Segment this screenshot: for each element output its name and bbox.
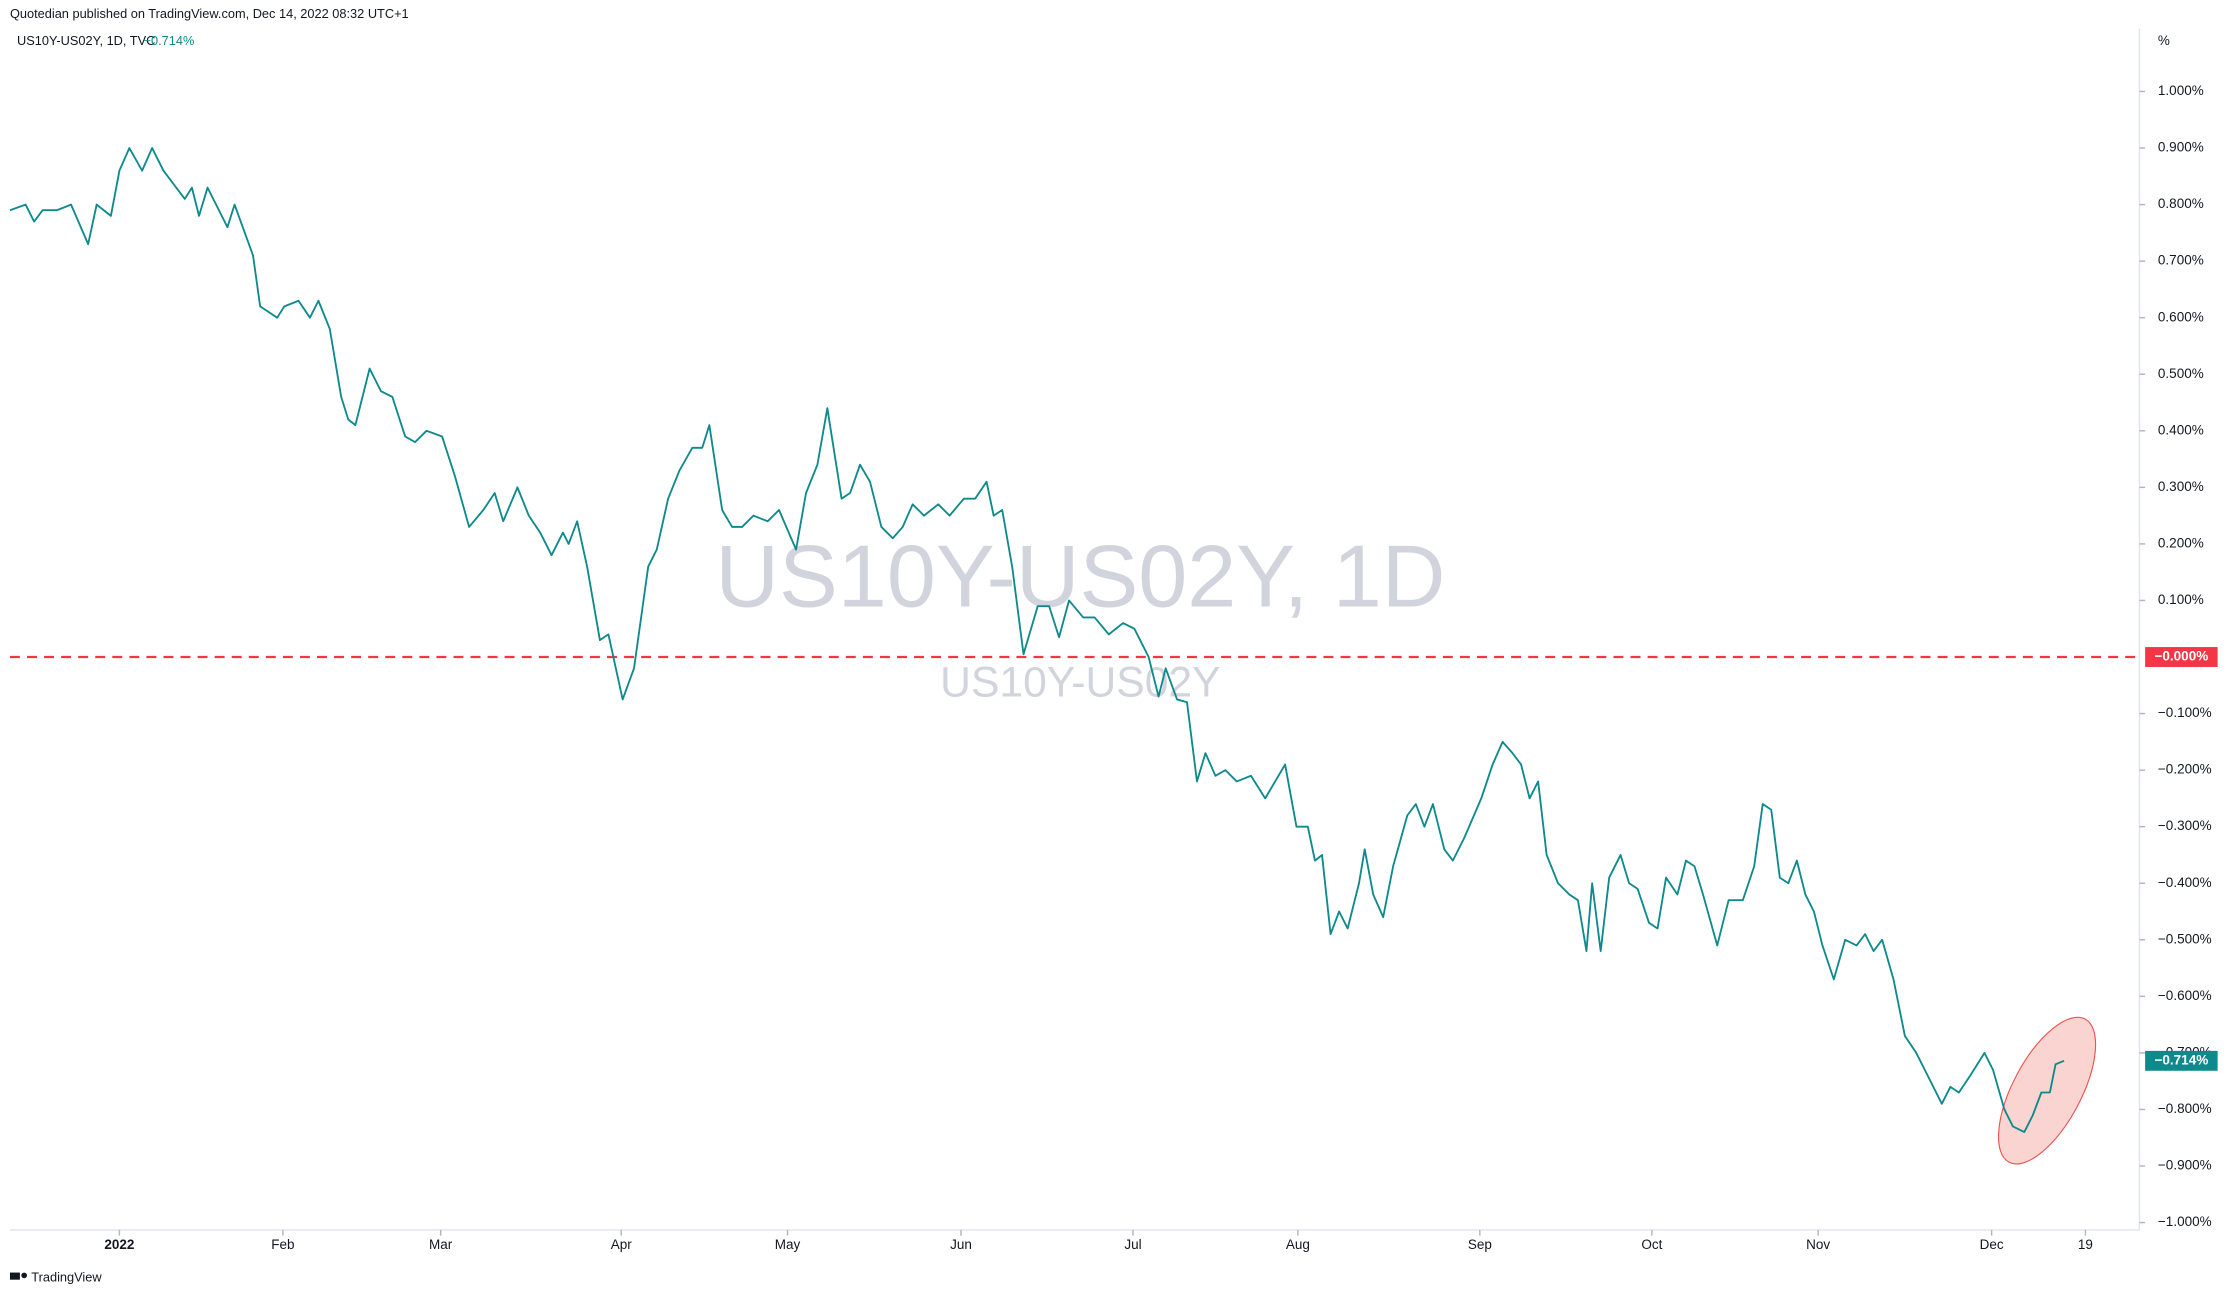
x-tick-label: Dec <box>1980 1237 2004 1252</box>
last-value-tag <box>2145 1050 2218 1071</box>
y-tick-label: 0.100% <box>2158 592 2204 607</box>
x-tick-label: Apr <box>611 1237 633 1252</box>
reference-tag-label: −0.000% <box>2155 649 2209 664</box>
publisher: Quotedian published on TradingView.com, … <box>10 6 409 21</box>
x-tick-label: Nov <box>1806 1237 1830 1252</box>
y-tick-label: −0.800% <box>2158 1101 2212 1116</box>
y-tick-label: 0.400% <box>2158 422 2204 437</box>
y-tick-label: 0.600% <box>2158 309 2204 324</box>
y-tick-label: 0.900% <box>2158 140 2204 155</box>
y-tick-label: −1.000% <box>2158 1214 2212 1229</box>
footer-logo <box>9 1272 28 1280</box>
y-tick-label: 0.800% <box>2158 196 2204 211</box>
x-tick-label: Mar <box>429 1237 453 1252</box>
series-line <box>9 147 2065 1133</box>
y-tick-label: −0.100% <box>2158 705 2212 720</box>
x-tick-label: 2022 <box>104 1237 134 1252</box>
footer: TradingView <box>31 1270 102 1285</box>
x-tick-label: Oct <box>1641 1237 1662 1252</box>
y-tick-label: −0.600% <box>2158 988 2212 1003</box>
y-tick-label: −0.400% <box>2158 875 2212 890</box>
x-tick-label: Jul <box>1124 1237 1141 1252</box>
watermark-subtitle: US10Y-US02Y <box>940 659 1220 707</box>
y-tick-label: −0.300% <box>2158 818 2212 833</box>
x-tick-label: Aug <box>1286 1237 1310 1252</box>
y-tick-label: −0.900% <box>2158 1158 2212 1173</box>
y-tick-label: 0.700% <box>2158 253 2204 268</box>
reference-tag <box>2145 647 2218 667</box>
x-tick-label: 19 <box>2078 1237 2093 1252</box>
last-value-tag-label: −0.714% <box>2155 1052 2209 1067</box>
symbol: US10Y-US02Y, 1D, TVC <box>17 33 155 48</box>
y-tick-label: −0.500% <box>2158 931 2212 946</box>
y-tick-label: −0.200% <box>2158 762 2212 777</box>
y-tick-label: 0.500% <box>2158 366 2204 381</box>
x-tick-label: Jun <box>950 1237 972 1252</box>
highlight-ellipse <box>1997 1016 2097 1165</box>
y-tick-label: 0.200% <box>2158 535 2204 550</box>
y-tick-label: 0.300% <box>2158 479 2204 494</box>
watermark-title: US10Y-US02Y, 1D <box>715 526 1445 625</box>
last-value: −0.714% <box>144 33 195 48</box>
axis-unit: % <box>2158 33 2170 48</box>
x-tick-label: Feb <box>271 1237 294 1252</box>
y-tick-label: 1.000% <box>2158 83 2204 98</box>
x-tick-label: Sep <box>1468 1237 1492 1252</box>
x-tick-label: May <box>775 1237 801 1252</box>
